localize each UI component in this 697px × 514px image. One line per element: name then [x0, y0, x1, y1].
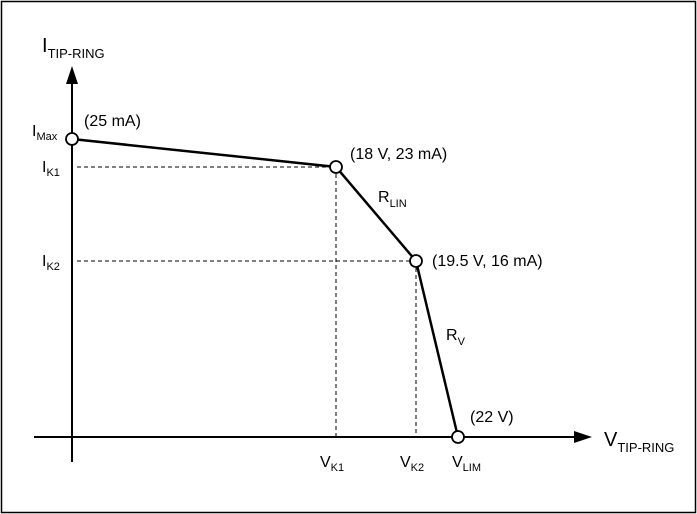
point-label-lim: (22 V)	[470, 409, 514, 426]
y-marker-imax: IMax	[32, 123, 58, 143]
x-axis-arrowhead	[574, 431, 592, 443]
y-marker-ik1: IK1	[42, 159, 60, 179]
x-marker-vk1: VK1	[320, 454, 344, 474]
point-label-k1: (18 V, 23 mA)	[350, 146, 447, 163]
characteristic-curve	[71, 137, 460, 438]
y-axis-arrowhead	[66, 66, 78, 84]
segment-label-rv: RV	[446, 327, 466, 348]
y-axis-title: ITIP-RING	[42, 35, 105, 61]
point-marker-k1	[329, 160, 343, 174]
x-marker-vlim: VLIM	[452, 454, 481, 474]
point-label-k2: (19.5 V, 16 mA)	[432, 253, 543, 270]
point-marker-lim	[451, 430, 465, 444]
point-label-imax: (25 mA)	[84, 113, 141, 130]
x-marker-vk2: VK2	[400, 454, 424, 474]
point-marker-k2	[409, 254, 423, 268]
x-axis-title: VTIP-RING	[604, 429, 674, 455]
y-marker-ik2: IK2	[42, 253, 60, 273]
point-marker-imax	[65, 132, 79, 146]
segment-label-rlin: RLIN	[378, 189, 407, 210]
